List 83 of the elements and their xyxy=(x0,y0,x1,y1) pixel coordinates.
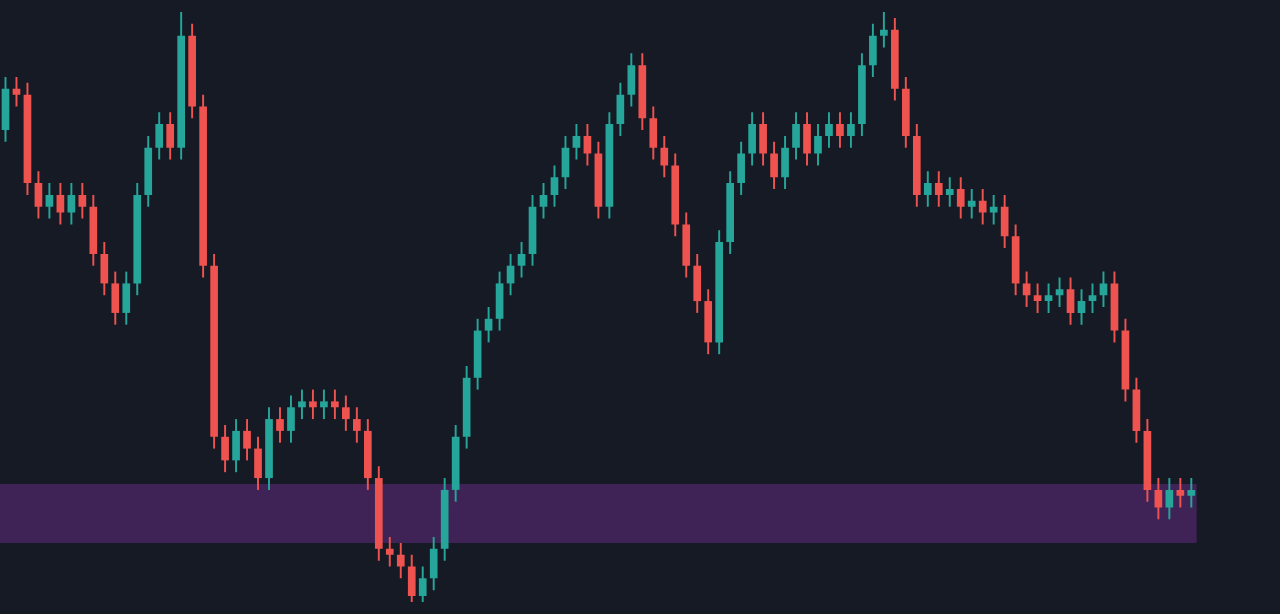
candlestick xyxy=(1132,376,1141,444)
candlestick xyxy=(627,52,636,108)
candlestick xyxy=(276,406,284,444)
candlestick xyxy=(847,111,855,149)
candlestick xyxy=(473,317,482,391)
candlestick xyxy=(693,252,702,314)
candlestick xyxy=(1187,477,1196,509)
candlestick xyxy=(803,111,811,167)
candlestick xyxy=(331,388,339,421)
candlestick xyxy=(122,270,131,326)
candlestick xyxy=(583,123,592,167)
candlestick xyxy=(660,134,669,179)
candlestick xyxy=(989,193,998,226)
candlestick xyxy=(836,111,844,149)
candlestick xyxy=(923,170,932,208)
candlestick xyxy=(100,241,109,297)
candlestick xyxy=(166,111,175,161)
candlestick xyxy=(748,111,756,167)
candlestick xyxy=(880,11,888,49)
candlestick xyxy=(781,134,789,190)
candlestick xyxy=(1154,477,1163,521)
candlestick xyxy=(934,170,943,208)
candlestick xyxy=(56,182,65,226)
candlestick xyxy=(517,241,526,279)
candlestick xyxy=(539,182,548,220)
candlestick xyxy=(221,424,229,474)
candlestick xyxy=(12,75,21,108)
candlestick xyxy=(1099,270,1108,308)
candlestick xyxy=(144,134,153,208)
candlestick xyxy=(34,170,43,220)
candlestick xyxy=(243,418,251,462)
candlestick xyxy=(309,388,317,421)
candlestick xyxy=(1011,223,1020,297)
candlestick xyxy=(495,270,504,332)
candlestick xyxy=(342,394,350,432)
candlestick xyxy=(298,388,306,421)
candlestick xyxy=(1022,270,1031,308)
candlestick xyxy=(978,188,987,226)
candlestick xyxy=(429,536,438,592)
candlestick xyxy=(792,111,800,161)
candlestick xyxy=(111,270,120,326)
candlestick xyxy=(825,111,833,149)
candlestick xyxy=(759,111,767,167)
candlestick xyxy=(550,164,559,208)
candlestick xyxy=(770,140,778,190)
candlestick xyxy=(682,211,691,279)
candlestick xyxy=(155,111,164,161)
candlestick xyxy=(1110,270,1119,344)
candlestick xyxy=(1088,282,1097,314)
candlestick xyxy=(572,123,581,161)
candlestick xyxy=(287,394,295,444)
candlestick xyxy=(320,388,328,421)
candlestick xyxy=(1165,477,1174,521)
candlestick xyxy=(45,182,54,220)
candlestick xyxy=(1077,288,1086,326)
candlestick xyxy=(232,418,240,474)
candlestick xyxy=(385,536,394,568)
candlestick xyxy=(353,406,361,444)
candlestick xyxy=(649,105,658,161)
candlestick xyxy=(1066,276,1075,326)
candlestick xyxy=(1033,282,1042,314)
candlestick xyxy=(737,140,745,196)
candlestick xyxy=(418,565,427,603)
candlestick xyxy=(89,193,98,267)
candlestick xyxy=(945,176,954,208)
candlestick xyxy=(67,182,76,226)
candlestick xyxy=(1176,477,1185,509)
candlestick xyxy=(814,123,822,167)
candlestick xyxy=(1055,276,1064,308)
candlestick xyxy=(956,176,965,220)
candlestick xyxy=(1044,282,1053,314)
candlestick xyxy=(78,182,87,220)
candlestick xyxy=(254,435,262,491)
candlestick xyxy=(484,306,493,344)
candlestick xyxy=(396,542,405,580)
candlestick xyxy=(869,22,877,78)
candlestick xyxy=(1,75,10,143)
candlestick xyxy=(704,288,713,356)
candlestick xyxy=(407,553,416,603)
candlestick xyxy=(901,75,910,149)
candlestick xyxy=(528,193,537,267)
candlestick xyxy=(363,418,372,491)
candlestick xyxy=(967,188,976,220)
